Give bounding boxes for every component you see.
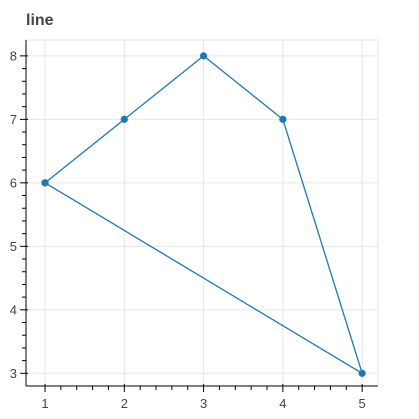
series-layer bbox=[41, 52, 366, 377]
data-point bbox=[120, 115, 128, 123]
y-tick-label: 3 bbox=[10, 366, 17, 381]
axes: 1 2 3 4 5 3 4 5 6 7 8 bbox=[10, 40, 378, 411]
chart-title: line bbox=[26, 12, 54, 29]
grid bbox=[26, 40, 378, 386]
y-tick-label: 6 bbox=[10, 175, 17, 190]
data-point bbox=[358, 369, 366, 377]
y-tick-label: 5 bbox=[10, 239, 17, 254]
y-tick-label: 8 bbox=[10, 48, 17, 63]
data-point bbox=[41, 179, 49, 187]
x-tick-label: 3 bbox=[200, 396, 207, 411]
y-tick-label: 7 bbox=[10, 112, 17, 127]
plot-frame bbox=[25, 39, 379, 387]
x-tick-label: 5 bbox=[359, 396, 366, 411]
data-point bbox=[279, 115, 287, 123]
data-point bbox=[199, 52, 208, 60]
y-tick-label: 4 bbox=[10, 302, 17, 317]
x-tick-label: 2 bbox=[121, 396, 128, 411]
x-tick-label: 1 bbox=[41, 396, 48, 411]
series-line bbox=[44, 55, 364, 375]
x-tick-label: 4 bbox=[279, 396, 286, 411]
